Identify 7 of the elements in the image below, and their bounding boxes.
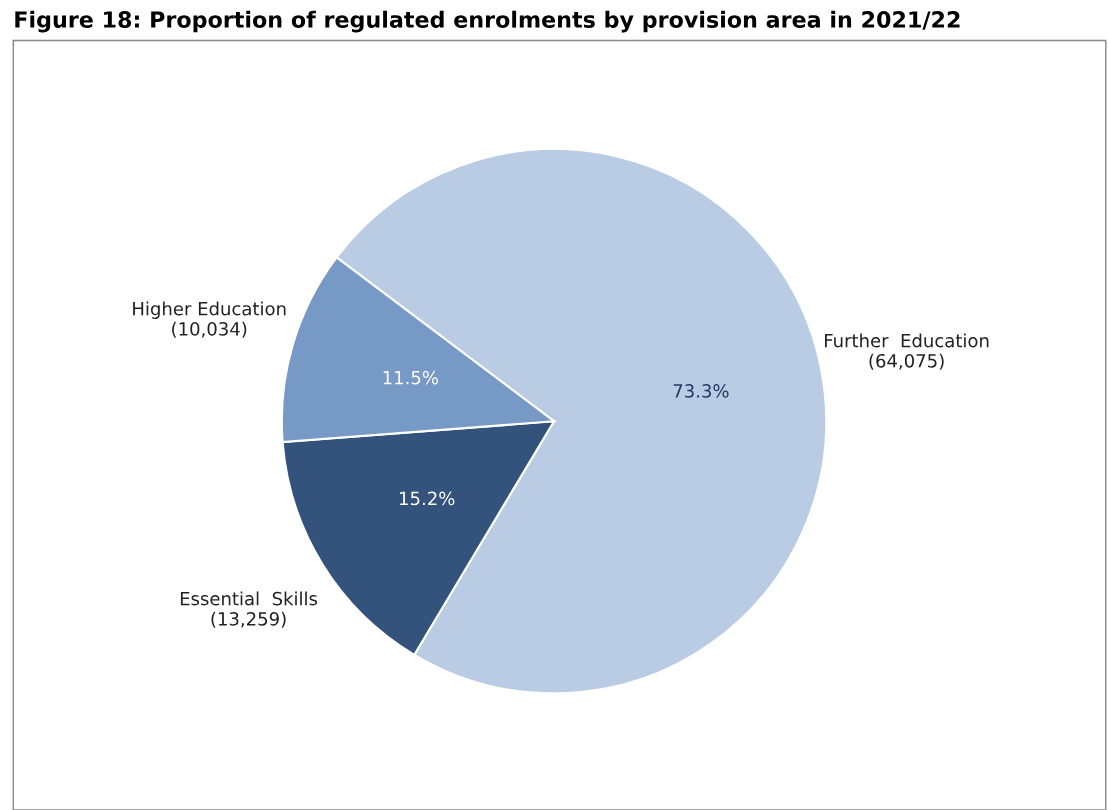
- slice-label: Further Education (64,075): [825, 333, 989, 370]
- slice-label: Higher Education (10,034): [133, 301, 286, 338]
- data-label: 15.2%: [400, 491, 455, 506]
- data-label: 73.3%: [673, 384, 729, 398]
- chart-title: Figure 18: Proportion of regulated enrolments by provision area in 2021/22: [15, 10, 960, 33]
- slice-label: Essential Skills (13,259): [180, 591, 318, 628]
- data-label: 11.5%: [383, 370, 439, 385]
